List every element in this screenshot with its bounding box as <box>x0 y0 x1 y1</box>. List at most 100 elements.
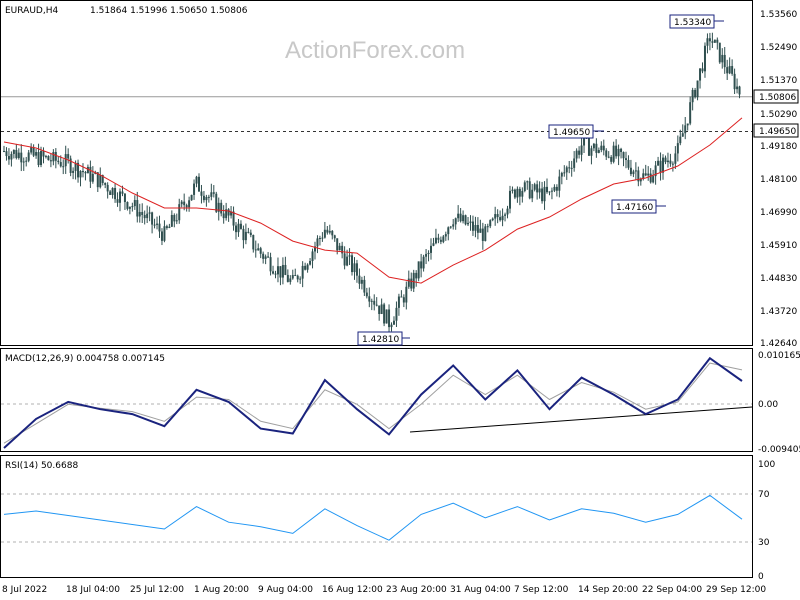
price-tick-label: 1.46990 <box>760 208 797 218</box>
candle-body <box>52 152 55 162</box>
candle-body <box>536 184 539 193</box>
candle-body <box>296 275 299 280</box>
candle-body <box>425 254 428 257</box>
candle-body <box>373 300 376 305</box>
candle-body <box>254 249 257 251</box>
x-tick-label: 23 Aug 20:00 <box>386 585 447 595</box>
candle-body <box>649 173 652 183</box>
ohlc-readout: 1.51864 1.51996 1.50650 1.50806 <box>90 6 248 16</box>
candle-body <box>546 186 549 193</box>
candle-body <box>437 237 440 240</box>
candle-body <box>190 194 193 201</box>
candle-body <box>400 296 403 298</box>
candle-body <box>235 225 238 233</box>
candle-body <box>286 274 289 282</box>
candle-body <box>602 145 605 151</box>
candle-body <box>662 157 665 173</box>
candle-body <box>397 296 400 308</box>
candle-body <box>7 156 10 160</box>
candle-body <box>301 265 304 279</box>
candle-body <box>610 156 613 162</box>
candle-body <box>316 238 319 247</box>
candle-body <box>183 201 186 206</box>
candle-body <box>10 153 13 160</box>
candle-body <box>257 248 260 251</box>
candle-body <box>202 195 205 201</box>
candle-body <box>548 191 551 193</box>
candle-body <box>410 278 413 289</box>
candle-body <box>138 211 141 217</box>
candle-body <box>457 213 460 219</box>
candle-body <box>516 188 519 198</box>
candle-body <box>188 200 191 208</box>
candle-body <box>694 89 697 98</box>
candle-body <box>696 80 699 98</box>
candle-body <box>259 248 262 254</box>
candle-body <box>684 125 687 134</box>
candle-body <box>35 152 38 156</box>
annotation-high: 1.53340 <box>669 14 724 29</box>
candle-body <box>227 209 230 216</box>
candle-body <box>101 175 104 183</box>
candle-body <box>664 157 667 163</box>
candle-body <box>708 38 711 42</box>
candle-body <box>432 243 435 246</box>
candle-body <box>165 226 168 228</box>
candle-body <box>523 182 526 191</box>
candle-body <box>106 184 109 192</box>
candle-body <box>200 191 203 196</box>
x-tick-label: 9 Aug 04:00 <box>258 585 313 595</box>
candle-body <box>104 182 107 185</box>
candle-body <box>686 123 689 126</box>
candle-body <box>128 206 131 209</box>
candle-body <box>326 229 329 233</box>
candle-body <box>351 255 354 273</box>
candle-body <box>30 147 33 153</box>
candle-body <box>168 226 171 228</box>
rsi-panel <box>0 455 753 578</box>
price-tick-label: 1.51370 <box>760 76 797 86</box>
candle-body <box>738 86 741 95</box>
macd-line <box>3 356 743 449</box>
candle-body <box>343 253 346 266</box>
price-candles <box>3 32 741 333</box>
candle-body <box>568 167 571 169</box>
candle-body <box>491 218 494 221</box>
candle-body <box>49 160 52 162</box>
price-tick-label: 1.43720 <box>760 307 797 317</box>
candle-body <box>486 226 489 228</box>
candle-body <box>721 54 724 63</box>
current-price-label: 1.50806 <box>759 93 796 103</box>
candle-body <box>333 235 336 239</box>
candle-body <box>22 161 25 163</box>
candle-body <box>79 170 82 178</box>
candle-body <box>395 307 398 321</box>
candle-body <box>501 215 504 221</box>
candle-body <box>180 201 183 205</box>
x-tick-label: 1 Aug 20:00 <box>194 585 249 595</box>
candle-body <box>726 67 729 74</box>
candle-body <box>550 190 553 192</box>
rsi-line <box>3 494 743 541</box>
x-tick-label: 18 Jul 04:00 <box>66 585 120 595</box>
price-tick-label: 1.44830 <box>760 274 797 284</box>
candle-body <box>508 190 511 209</box>
candle-body <box>689 102 692 124</box>
candle-body <box>553 186 556 191</box>
candle-body <box>207 196 210 198</box>
candle-body <box>652 176 655 183</box>
candle-body <box>644 173 647 176</box>
candle-body <box>615 145 618 157</box>
candle-body <box>193 183 196 195</box>
candle-body <box>679 136 682 144</box>
candle-body <box>474 224 477 231</box>
x-tick-label: 7 Sep 12:00 <box>514 585 569 595</box>
candle-body <box>654 165 657 177</box>
candle-body <box>511 189 514 191</box>
candle-body <box>62 166 65 168</box>
candle-body <box>570 167 573 169</box>
candle-body <box>84 172 87 174</box>
candle-body <box>158 223 161 232</box>
rsi-title: RSI(14) 50.6688 <box>5 461 78 471</box>
candle-body <box>736 86 739 90</box>
